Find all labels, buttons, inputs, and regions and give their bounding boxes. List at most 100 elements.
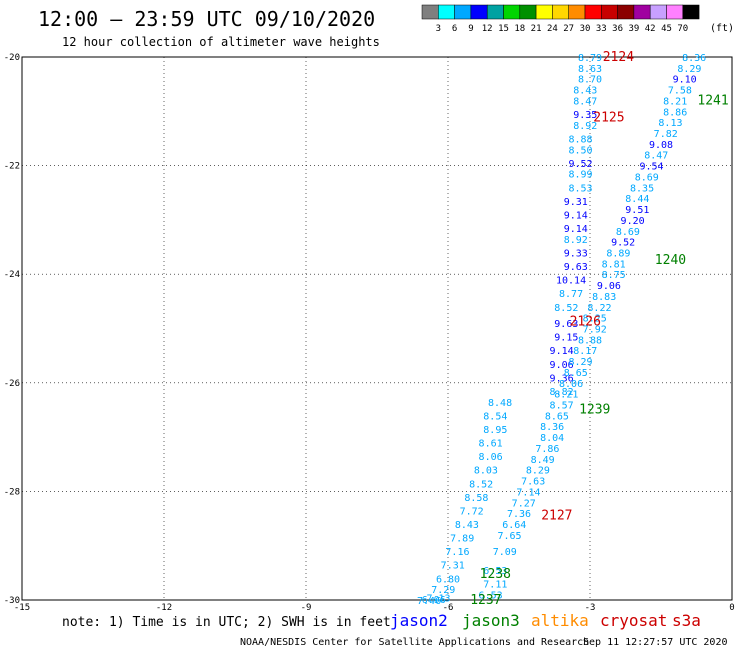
color-scale-tick: 12 [482,24,493,34]
wave-height-point: 9.31 [564,197,588,208]
wave-height-point: 6.53 [483,566,507,577]
wave-height-point: 8.92 [573,121,597,132]
wave-height-point: 7.92 [583,325,607,336]
wave-height-point: 8.21 [663,96,687,107]
track-label: 1240 [655,253,686,268]
plot-frame [21,56,733,601]
x-tick-label: -15 [14,603,30,613]
satellite-legend-item: cryosat [600,611,667,630]
wave-height-point: 9.14 [550,346,574,357]
color-scale-tick: 18 [514,24,525,34]
plot-area: -15 -12 -9 -6 -3 0-20-22-24-26-28-308.798.638… [4,50,735,613]
wave-height-point: 8.99 [568,170,592,181]
color-scale-swatch [584,4,602,20]
y-tick-label: -30 [4,596,20,606]
x-tick-label: -6 [443,603,454,613]
wave-height-point: 7.11 [483,580,507,591]
wave-height-point: 7.58 [668,86,692,97]
wave-height-point: 7.89 [450,534,474,545]
color-scale-unit: (ft) [710,23,734,34]
y-tick-label: -26 [4,379,20,389]
color-scale-swatch [617,4,635,20]
color-scale-swatch [470,4,488,20]
wave-height-point: 7.82 [654,129,678,140]
wave-height-point: 8.69 [635,172,659,183]
wave-height-point: 7.09 [493,547,517,558]
wave-height-point: 7.36 [507,509,531,520]
chart-subtitle: 12 hour collection of altimeter wave hei… [62,35,380,49]
wave-height-point: 10.14 [556,276,586,287]
wave-height-point: 8.50 [568,145,592,156]
wave-height-point: 8.21 [554,390,578,401]
wave-height-point: 8.54 [483,411,507,422]
satellite-legend-item: altika [531,611,589,630]
wave-height-point: 9.15 [554,333,578,344]
wave-height-point: 8.82 [550,387,574,398]
color-scale-legend: 3 6 9 12 15 18 21 24 27 30 33 36 39 42 45 70 [421,4,700,34]
note-text: note: 1) Time is in UTC; 2) SWH is in fe… [62,615,391,630]
wave-height-point: 8.53 [568,183,592,194]
wave-height-point: 8.52 [554,303,578,314]
y-tick-label: -22 [4,162,20,172]
wave-height-point: 7.31 [441,561,465,572]
color-scale-swatch [568,4,586,20]
wave-height-point: 8.52 [469,479,493,490]
color-scale-tick: 27 [563,24,574,34]
color-scale-tick: 21 [531,24,542,34]
wave-height-point: 8.95 [483,425,507,436]
wave-height-point: 8.22 [587,303,611,314]
color-scale-tick: 3 [436,24,441,34]
color-scale-swatch [552,4,569,20]
wave-height-point: 7.86 [535,444,559,455]
wave-height-point: 8.49 [531,455,555,466]
wave-height-point: 8.86 [663,107,687,118]
wave-height-point: 8.70 [578,75,602,86]
wave-height-point: 7.16 [445,547,469,558]
wave-height-point: 8.06 [559,379,583,390]
wave-height-point: 9.63 [564,262,588,273]
wave-height-point: 8.06 [479,452,503,463]
wave-height-point: 8.13 [658,118,682,129]
wave-height-point: 8.29 [568,357,592,368]
color-scale-swatch [682,4,700,20]
x-tick-label: -12 [156,603,172,613]
wave-height-point: 7.14 [516,487,540,498]
wave-height-point: 8.44 [625,194,649,205]
wave-height-point: 7.65 [497,531,521,542]
color-scale-tick: 30 [580,24,591,34]
wave-height-point: 9.10 [673,75,697,86]
track-label: 2126 [570,314,601,329]
color-scale-swatch [454,4,472,20]
wave-height-point: 8.36 [682,53,706,64]
track-label: 1237 [470,593,501,608]
wave-height-point: 9.08 [649,140,673,151]
wave-height-point: 8.04 [540,433,564,444]
wave-height-point: 8.57 [550,401,574,412]
wave-height-point: 8.03 [474,466,498,477]
color-scale-tick: 42 [645,24,656,34]
x-tick-label: 0 [729,603,734,613]
wave-height-point: 8.43 [573,86,597,97]
y-tick-label: -28 [4,487,20,497]
wave-height-point: 8.17 [573,346,597,357]
wave-height-point: 9.35 [573,110,597,121]
color-scale-tick: 15 [498,24,509,34]
color-scale-swatch [519,4,537,20]
wave-height-point: 8.35 [630,183,654,194]
wave-height-point: 8.29 [677,64,701,75]
wave-height-point: 9.54 [639,162,663,173]
color-scale-swatch [438,4,455,20]
wave-height-point: 8.81 [602,259,626,270]
wave-height-point: 8.65 [564,368,588,379]
track-label: 1238 [480,567,511,582]
wave-height-point: 9.14 [564,210,588,221]
wave-height-point: 8.65 [545,411,569,422]
color-scale-swatch [421,4,439,20]
satellite-legend-item: jason2 [390,611,448,630]
track-label: 1241 [697,93,728,108]
chart-title: 12:00 — 23:59 UTC 09/10/2020 [38,7,375,31]
color-scale-tick: 39 [628,24,639,34]
wave-height-point: 7.27 [512,498,536,509]
wave-height-point: 8.61 [479,439,503,450]
